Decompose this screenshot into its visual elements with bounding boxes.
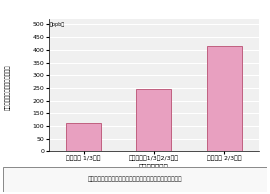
Bar <box>207 46 242 151</box>
Text: アセトアルデヒド濃度の平均値: アセトアルデヒド濃度の平均値 <box>5 65 11 110</box>
X-axis label: 舌苔の付着面積: 舌苔の付着面積 <box>139 164 169 171</box>
Text: 図：口腔内アセトアルデヒド濃度と舌苔の付着面積との関係: 図：口腔内アセトアルデヒド濃度と舌苔の付着面積との関係 <box>88 177 182 182</box>
Bar <box>66 123 101 151</box>
Bar <box>136 89 171 151</box>
Text: （ppb）: （ppb） <box>50 22 65 27</box>
FancyBboxPatch shape <box>3 167 267 192</box>
